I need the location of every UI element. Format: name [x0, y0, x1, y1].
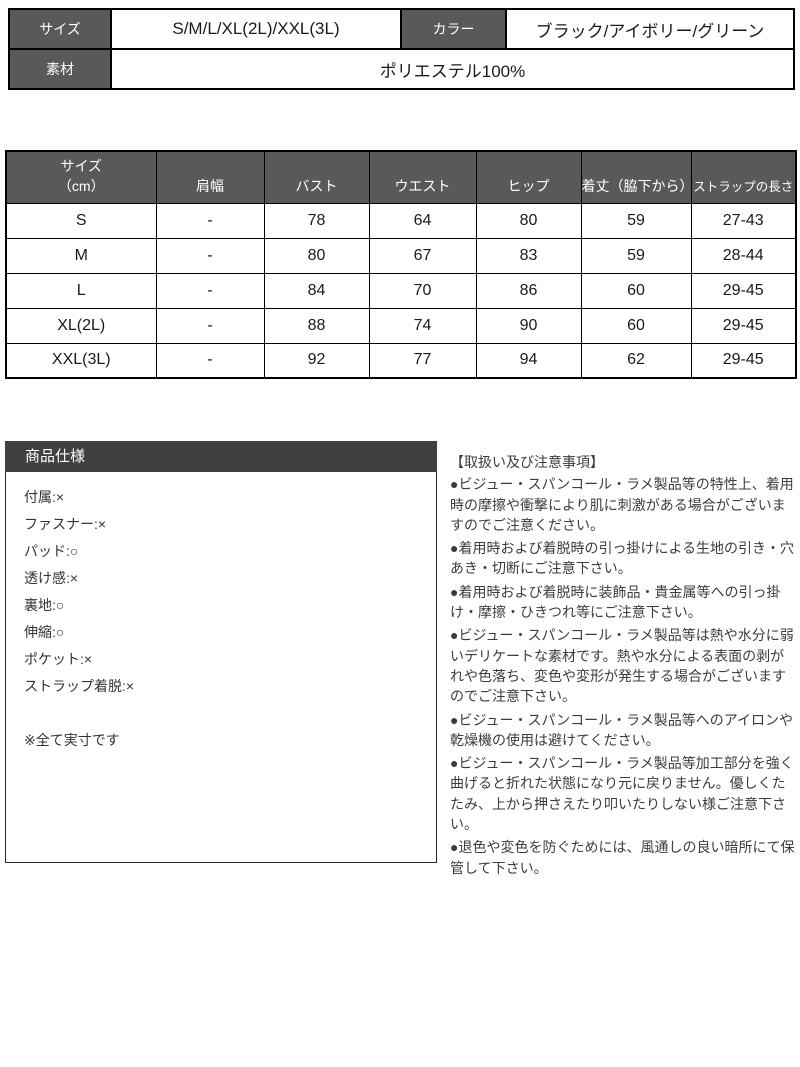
cell-waist: 64: [368, 202, 477, 239]
col-header-size-line2: （cm）: [57, 178, 105, 195]
cell-length: 60: [580, 307, 692, 344]
care-item: ●ビジュー・スパンコール・ラメ製品等加工部分を強く曲げると折れた状態になり元に戻…: [450, 755, 794, 833]
cell-shoulder: -: [155, 272, 265, 309]
care-notes: 【取扱い及び注意事項】 ●ビジュー・スパンコール・ラメ製品等の特性上、着用時の摩…: [450, 452, 797, 881]
size-value-cell: S/M/L/XL(2L)/XXL(3L): [110, 8, 402, 50]
size-chart-header-row: サイズ （cm） 肩幅 バスト ウエスト ヒップ 着丈（脇下から） ストラップの…: [5, 150, 797, 204]
spec-item-lining: 裏地:○: [24, 597, 65, 613]
cell-shoulder: -: [155, 342, 265, 379]
table-row-xl: XL(2L) - 88 74 90 60 29-45: [5, 307, 797, 344]
cell-bust: 88: [263, 307, 370, 344]
cell-strap: 29-45: [690, 307, 797, 344]
spec-item-sheerness: 透け感:×: [24, 570, 79, 586]
cell-bust: 80: [263, 237, 370, 274]
cell-hip: 90: [475, 307, 582, 344]
info-table: サイズ S/M/L/XL(2L)/XXL(3L) カラー ブラック/アイボリー/…: [8, 8, 795, 90]
cell-shoulder: -: [155, 202, 265, 239]
material-value-cell: ポリエステル100%: [110, 48, 795, 90]
cell-strap: 28-44: [690, 237, 797, 274]
cell-waist: 67: [368, 237, 477, 274]
cell-strap: 29-45: [690, 342, 797, 379]
cell-size: L: [5, 272, 157, 309]
col-header-strap: ストラップの長さ: [690, 150, 797, 204]
cell-length: 62: [580, 342, 692, 379]
care-item: ●ビジュー・スパンコール・ラメ製品等は熱や水分に弱いデリケートな素材です。熱や水…: [450, 627, 794, 705]
cell-length: 60: [580, 272, 692, 309]
spec-panel-body: 付属:× ファスナー:× パッド:○ 透け感:× 裏地:○ 伸縮:○ ポケット:…: [5, 472, 437, 863]
spec-item-pocket: ポケット:×: [24, 651, 93, 667]
care-item: ●着用時および着脱時に装飾品・貴金属等への引っ掛け・摩擦・ひきつれ等にご注意下さ…: [450, 583, 781, 621]
info-row-size-color: サイズ S/M/L/XL(2L)/XXL(3L) カラー ブラック/アイボリー/…: [8, 8, 795, 50]
cell-waist: 70: [368, 272, 477, 309]
cell-size: M: [5, 237, 157, 274]
col-header-waist: ウエスト: [368, 150, 477, 204]
cell-waist: 77: [368, 342, 477, 379]
care-item: ●着用時および着脱時の引っ掛けによる生地の引き・穴あき・切断にご注意下さい。: [450, 540, 795, 577]
col-header-length: 着丈（脇下から）: [580, 150, 694, 204]
cell-hip: 83: [475, 237, 582, 274]
cell-size: XXL(3L): [5, 342, 157, 379]
cell-hip: 80: [475, 202, 582, 239]
table-row-l: L - 84 70 86 60 29-45: [5, 272, 797, 309]
cell-bust: 92: [263, 342, 370, 379]
care-item: ●ビジュー・スパンコール・ラメ製品等の特性上、着用時の摩擦や衝撃により肌に刺激が…: [450, 476, 794, 533]
spec-item-pad: パッド:○: [24, 543, 79, 559]
material-label-cell: 素材: [8, 48, 112, 90]
cell-bust: 78: [263, 202, 370, 239]
col-header-bust: バスト: [263, 150, 370, 204]
table-row-m: M - 80 67 83 59 28-44: [5, 237, 797, 274]
care-item: ●退色や変色を防ぐためには、風通しの良い暗所にて保管して下さい。: [450, 839, 795, 876]
spec-item-fastener: ファスナー:×: [24, 516, 107, 532]
cell-strap: 27-43: [690, 202, 797, 239]
spec-item-stretch: 伸縮:○: [24, 624, 65, 640]
cell-shoulder: -: [155, 307, 265, 344]
color-label-cell: カラー: [400, 8, 507, 50]
size-chart-table: サイズ （cm） 肩幅 バスト ウエスト ヒップ 着丈（脇下から） ストラップの…: [5, 150, 797, 379]
cell-size: S: [5, 202, 157, 239]
col-header-size: サイズ （cm）: [5, 150, 157, 204]
spec-item-accessory: 付属:×: [24, 489, 65, 505]
cell-strap: 29-45: [690, 272, 797, 309]
cell-size: XL(2L): [5, 307, 157, 344]
col-header-hip: ヒップ: [475, 150, 582, 204]
table-row-s: S - 78 64 80 59 27-43: [5, 202, 797, 239]
cell-bust: 84: [263, 272, 370, 309]
spec-note: ※全て実寸です: [24, 732, 120, 748]
cell-hip: 94: [475, 342, 582, 379]
spec-item-strap-detach: ストラップ着脱:×: [24, 678, 135, 694]
cell-shoulder: -: [155, 237, 265, 274]
info-row-material: 素材 ポリエステル100%: [8, 48, 795, 90]
spec-panel: 商品仕様 付属:× ファスナー:× パッド:○ 透け感:× 裏地:○ 伸縮:○ …: [5, 441, 437, 863]
col-header-size-line1: サイズ: [60, 157, 103, 174]
spec-panel-title: 商品仕様: [5, 441, 437, 472]
color-value-cell: ブラック/アイボリー/グリーン: [505, 8, 795, 50]
cell-length: 59: [580, 202, 692, 239]
care-notes-title: 【取扱い及び注意事項】: [450, 454, 604, 470]
cell-length: 59: [580, 237, 692, 274]
table-row-xxl: XXL(3L) - 92 77 94 62 29-45: [5, 342, 797, 379]
care-item: ●ビジュー・スパンコール・ラメ製品等へのアイロンや乾燥機の使用は避けてください。: [450, 711, 794, 748]
size-label-cell: サイズ: [8, 8, 112, 50]
col-header-shoulder: 肩幅: [155, 150, 265, 204]
cell-hip: 86: [475, 272, 582, 309]
cell-waist: 74: [368, 307, 477, 344]
